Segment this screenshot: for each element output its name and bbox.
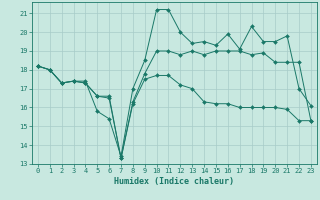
X-axis label: Humidex (Indice chaleur): Humidex (Indice chaleur)	[115, 177, 234, 186]
